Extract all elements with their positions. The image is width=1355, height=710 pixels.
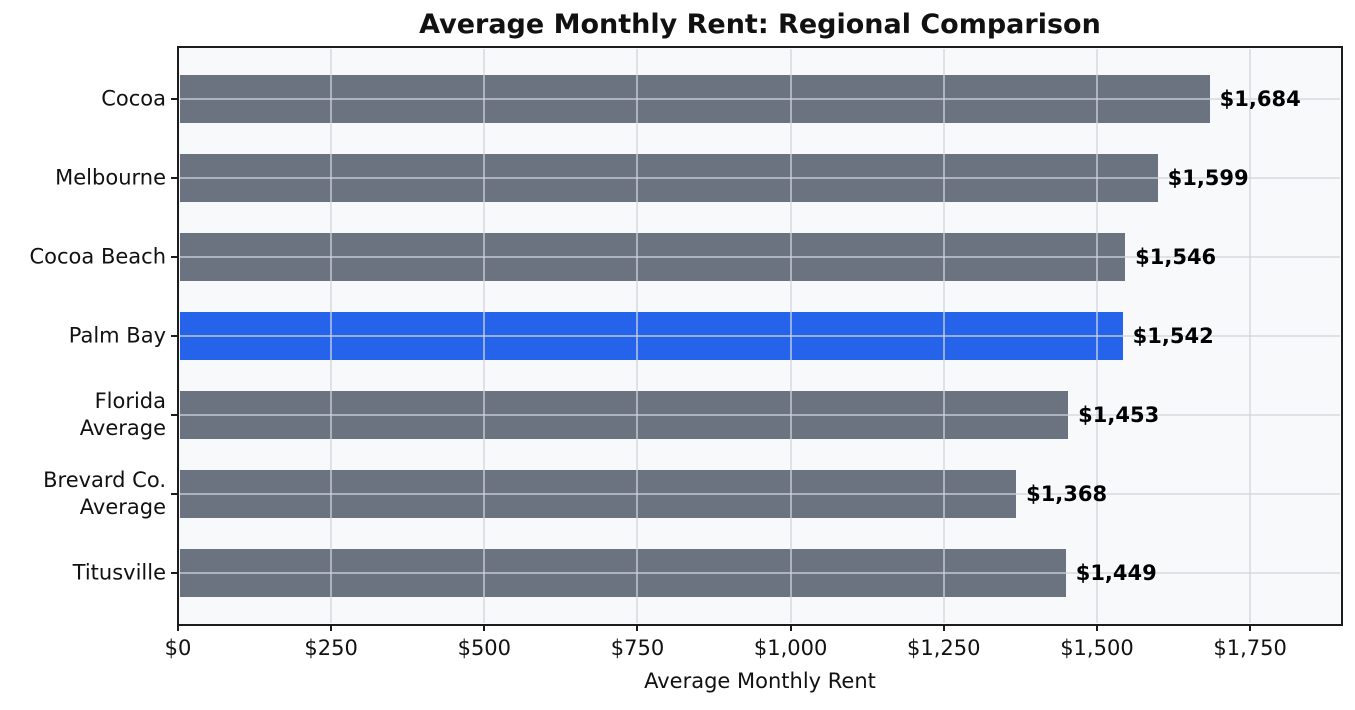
gridline-horizontal: [180, 414, 1340, 417]
y-tick-mark: [171, 176, 178, 179]
x-tick-label: $1,500: [1060, 636, 1134, 660]
x-tick-mark: [942, 625, 945, 631]
gridline-horizontal: [180, 97, 1340, 100]
x-tick-label: $750: [610, 636, 665, 660]
x-axis-label: Average Monthly Rent: [644, 669, 876, 693]
gridline-horizontal: [180, 493, 1340, 496]
y-tick-label-melbourne: Melbourne: [55, 165, 166, 190]
y-tick-mark: [171, 572, 178, 575]
bar-value-label: $1,542: [1132, 324, 1214, 348]
gridline-horizontal: [180, 335, 1340, 337]
x-tick-mark: [1249, 625, 1252, 631]
gridline-horizontal: [180, 176, 1340, 179]
x-tick-mark: [789, 625, 792, 631]
x-tick-label: $500: [457, 636, 512, 660]
bar-value-label: $1,684: [1219, 86, 1301, 111]
x-tick-label: $1,250: [907, 636, 981, 660]
x-tick-mark: [483, 625, 486, 631]
bar-value-label: $1,546: [1135, 244, 1217, 269]
gridline-horizontal: [180, 255, 1340, 258]
x-tick-label: $1,000: [753, 636, 828, 660]
y-tick-label-titusville: Titusville: [72, 560, 166, 585]
bar-value-label: $1,599: [1167, 165, 1249, 190]
y-tick-mark: [171, 414, 178, 417]
y-tick-label-cocoa: Cocoa: [101, 86, 166, 111]
y-tick-label-palm-bay: Palm Bay: [68, 323, 166, 348]
x-tick-label: $250: [304, 636, 358, 660]
x-tick-label: $0: [164, 636, 192, 660]
y-tick-mark: [171, 255, 178, 258]
bar-value-label: $1,453: [1078, 403, 1160, 428]
y-tick-label-cocoa-beach: Cocoa Beach: [29, 244, 167, 269]
x-tick-mark: [177, 625, 179, 631]
chart-title: Average Monthly Rent: Regional Compariso…: [419, 9, 1101, 40]
x-tick-mark: [1095, 625, 1098, 631]
y-tick-label-florida-average: Florida Average: [79, 389, 166, 441]
bar-value-label: $1,449: [1075, 561, 1157, 586]
y-tick-label-brevard-co-average: Brevard Co. Average: [43, 468, 166, 520]
x-tick-mark: [636, 625, 639, 631]
y-tick-mark: [171, 335, 178, 337]
bar-value-label: $1,368: [1026, 482, 1108, 507]
x-tick-mark: [330, 625, 333, 631]
x-tick-label: $1,750: [1213, 636, 1287, 660]
y-tick-mark: [171, 97, 178, 100]
y-tick-mark: [171, 493, 178, 496]
gridline-horizontal: [180, 572, 1340, 575]
